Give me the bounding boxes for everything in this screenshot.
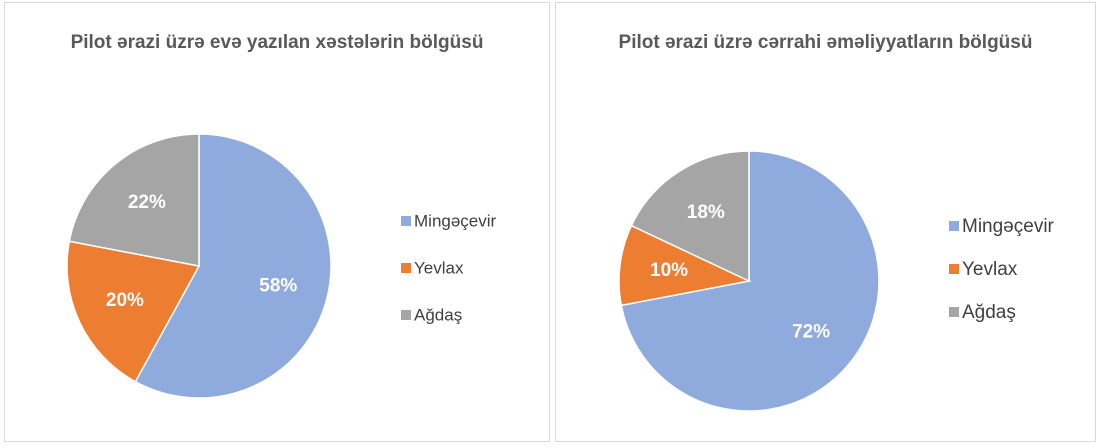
legend-swatch (401, 310, 411, 320)
legend-swatch (401, 216, 411, 226)
data-label: 22% (128, 192, 166, 213)
chart: 72% Mingəçevir 10% Yevlax 18% Ağdaş (618, 150, 1055, 412)
data-label: 72% (792, 321, 830, 342)
chart-title: Pilot ərazi üzrə evə yazılan xəstələrin … (70, 32, 484, 53)
legend-label: Yevlax (414, 258, 464, 277)
legend-label: Ağdaş (414, 305, 462, 324)
pie-slice (630, 150, 750, 283)
legend-swatch (401, 263, 411, 273)
legend-label: Mingəçevir (414, 211, 497, 230)
data-label: 18% (687, 202, 725, 223)
chart: 58% Mingəçevir 20% Yevlax 22% Ağdaş (66, 133, 497, 399)
chart-panel: Pilot ərazi üzrə evə yazılan xəstələrin … (4, 2, 550, 442)
pie-slice (68, 133, 200, 267)
legend-swatch (949, 264, 959, 274)
legend-label: Yevlax (962, 259, 1018, 280)
legend-swatch (949, 221, 959, 231)
data-label: 58% (259, 275, 297, 296)
pie-slice (618, 224, 752, 307)
chart-panel: Pilot ərazi üzrə cərrahi əməliyyatların … (555, 2, 1096, 442)
data-label: 20% (106, 290, 144, 311)
legend-label: Ağdaş (962, 302, 1016, 323)
chart-title: Pilot ərazi üzrə cərrahi əməliyyatların … (618, 32, 1033, 53)
pie-slice (134, 133, 332, 399)
legend-label: Mingəçevir (962, 216, 1055, 237)
pie-slice (66, 240, 201, 383)
data-label: 10% (650, 260, 688, 281)
legend-swatch (949, 307, 959, 317)
